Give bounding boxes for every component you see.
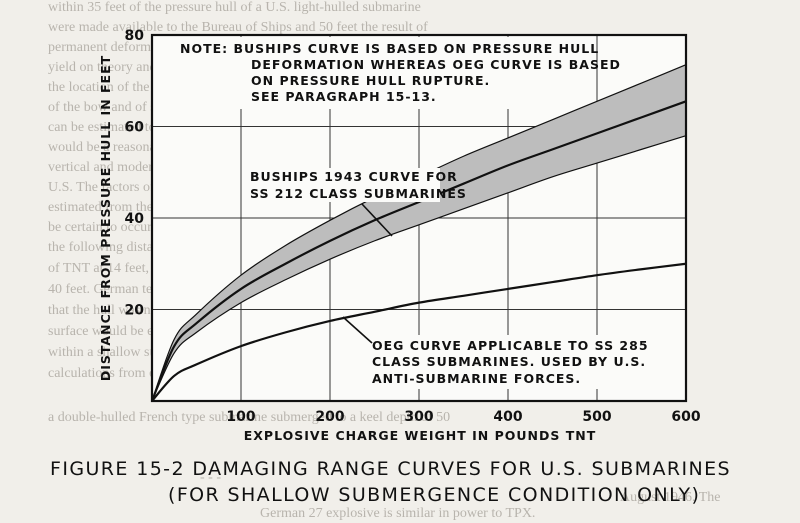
- background-text-line: August 1946. The: [620, 490, 721, 505]
- oeg-label: OEG CURVE APPLICABLE TO SS 285 CLASS SUB…: [342, 316, 649, 389]
- y-tick-label: 40: [125, 211, 145, 227]
- note-line: NOTE: BUSHIPS CURVE IS BASED ON PRESSURE…: [180, 41, 599, 56]
- x-tick-label: 200: [315, 409, 344, 425]
- oeg-leader-line: [342, 316, 373, 344]
- note-line: SEE PARAGRAPH 15-13.: [251, 89, 437, 104]
- note-background: [174, 37, 524, 109]
- buships-leader-line: [361, 203, 393, 237]
- buships-label-background: [248, 168, 440, 202]
- note-line: DEFORMATION WHEREAS OEG CURVE IS BASED: [251, 57, 621, 72]
- oeg-label-line: ANTI-SUBMARINE FORCES.: [372, 371, 581, 386]
- tick-labels: 100 200 300 400 500 600 20 40 60 80: [125, 28, 701, 425]
- x-tick-label: 500: [582, 409, 611, 425]
- buships-lower-edge: [151, 135, 687, 402]
- buships-label-line: SS 212 CLASS SUBMARINES: [250, 186, 467, 201]
- background-text-line: - - -: [200, 470, 221, 485]
- buships-label-line: BUSHIPS 1943 CURVE FOR: [250, 169, 458, 184]
- note-line: ON PRESSURE HULL RUPTURE.: [251, 73, 490, 88]
- y-tick-label: 80: [125, 28, 145, 44]
- x-tick-label: 300: [404, 409, 433, 425]
- figure-caption-line2: (FOR SHALLOW SUBMERGENCE CONDITION ONLY): [168, 484, 701, 506]
- background-text-line: were made available to the Bureau of Shi…: [48, 20, 428, 35]
- y-axis-label: DISTANCE FROM PRESSURE HULL IN FEET: [98, 55, 113, 381]
- buships-curve: [150, 100, 687, 402]
- x-tick-label: 100: [226, 409, 255, 425]
- oeg-label-line: OEG CURVE APPLICABLE TO SS 285: [372, 338, 649, 353]
- oeg-curve: [151, 262, 687, 402]
- oeg-label-line: CLASS SUBMARINES. USED BY U.S.: [372, 354, 646, 369]
- x-axis-label: EXPLOSIVE CHARGE WEIGHT IN POUNDS TNT: [244, 428, 596, 443]
- background-text-line: a double-hulled French type submarine su…: [48, 410, 451, 425]
- y-tick-label: 20: [125, 303, 145, 319]
- background-text-line: German 27 explosive is similar in power …: [260, 506, 536, 521]
- background-text-line: within 35 feet of the pressure hull of a…: [48, 0, 421, 15]
- x-tick-label: 600: [671, 409, 700, 425]
- oeg-label-background: [366, 335, 624, 389]
- buships-label: BUSHIPS 1943 CURVE FOR SS 212 CLASS SUBM…: [248, 168, 467, 237]
- plot-frame: [150, 33, 688, 403]
- figure-caption-line1: FIGURE 15-2 DAMAGING RANGE CURVES FOR U.…: [50, 458, 731, 480]
- y-tick-label: 60: [125, 120, 145, 136]
- x-tick-label: 400: [493, 409, 522, 425]
- note-box: NOTE: BUSHIPS CURVE IS BASED ON PRESSURE…: [174, 37, 621, 109]
